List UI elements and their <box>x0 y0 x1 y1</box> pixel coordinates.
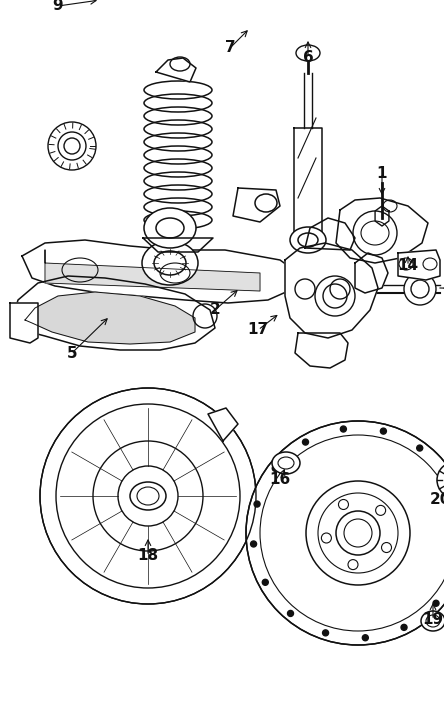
Text: 17: 17 <box>247 323 269 338</box>
Circle shape <box>381 542 392 553</box>
Circle shape <box>338 499 349 510</box>
Polygon shape <box>295 333 348 368</box>
Ellipse shape <box>142 241 198 285</box>
Circle shape <box>287 271 323 307</box>
Text: 6: 6 <box>303 50 313 66</box>
Circle shape <box>417 445 423 451</box>
Circle shape <box>306 481 410 585</box>
Ellipse shape <box>144 208 196 248</box>
Circle shape <box>40 388 256 604</box>
Polygon shape <box>156 58 196 82</box>
Circle shape <box>322 271 358 307</box>
Text: 5: 5 <box>67 346 77 360</box>
Circle shape <box>336 511 380 555</box>
Text: 1: 1 <box>377 165 387 181</box>
Circle shape <box>401 625 407 630</box>
Polygon shape <box>45 250 260 291</box>
Polygon shape <box>398 250 440 280</box>
Circle shape <box>48 122 96 170</box>
Circle shape <box>341 426 346 432</box>
Text: 14: 14 <box>397 258 419 274</box>
Circle shape <box>321 533 331 543</box>
Circle shape <box>404 273 436 305</box>
Circle shape <box>433 601 439 606</box>
Polygon shape <box>22 240 298 303</box>
Circle shape <box>250 541 257 547</box>
Circle shape <box>302 439 309 445</box>
Polygon shape <box>12 276 215 350</box>
Polygon shape <box>305 218 355 250</box>
Circle shape <box>272 465 278 471</box>
Text: 9: 9 <box>53 0 63 14</box>
Text: 19: 19 <box>422 612 444 628</box>
Polygon shape <box>355 253 388 293</box>
Text: 16: 16 <box>270 472 291 488</box>
Ellipse shape <box>272 452 300 474</box>
Ellipse shape <box>290 227 326 253</box>
Circle shape <box>362 635 369 641</box>
Text: 7: 7 <box>225 41 235 55</box>
Text: 18: 18 <box>138 548 159 563</box>
Circle shape <box>437 462 444 498</box>
Circle shape <box>322 630 329 636</box>
Polygon shape <box>294 128 322 238</box>
Text: 20: 20 <box>429 493 444 507</box>
Polygon shape <box>233 188 280 222</box>
Circle shape <box>246 421 444 645</box>
Polygon shape <box>285 243 378 338</box>
Circle shape <box>376 505 386 515</box>
Polygon shape <box>25 292 195 344</box>
Circle shape <box>348 560 358 569</box>
Circle shape <box>262 579 268 585</box>
Circle shape <box>254 501 260 507</box>
Circle shape <box>381 428 386 434</box>
Ellipse shape <box>421 611 444 631</box>
Text: 2: 2 <box>210 303 220 317</box>
Ellipse shape <box>130 482 166 510</box>
Polygon shape <box>10 303 38 343</box>
Circle shape <box>288 611 293 617</box>
Polygon shape <box>336 198 428 263</box>
Polygon shape <box>208 408 238 441</box>
